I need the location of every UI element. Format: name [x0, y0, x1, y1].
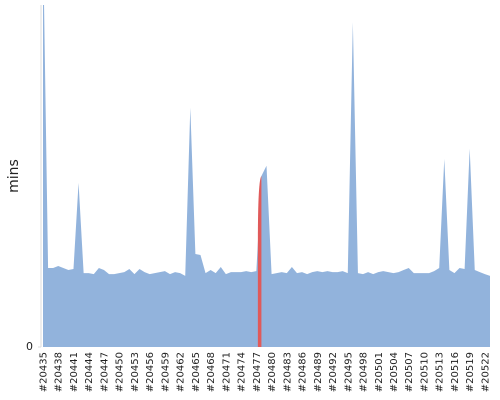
x-tick-label: #20435 — [39, 352, 50, 392]
x-tick-label: #20447 — [99, 352, 110, 392]
x-tick-label: #20480 — [267, 352, 278, 392]
x-tick-label: #20504 — [389, 352, 400, 392]
y-axis-label: mins — [6, 159, 22, 193]
x-tick-label: #20465 — [191, 352, 202, 392]
x-tick-label: #20483 — [282, 352, 293, 392]
x-tick-label: #20471 — [221, 352, 232, 392]
x-tick-label: #20477 — [252, 352, 263, 392]
x-tick-label: #20486 — [298, 352, 309, 392]
x-tick-label: #20513 — [435, 352, 446, 392]
x-tick-label: #20495 — [343, 352, 354, 392]
x-tick-label: #20474 — [237, 352, 248, 392]
x-tick-label: #20441 — [69, 352, 80, 392]
x-tick-label: #20510 — [419, 352, 430, 392]
x-tick-label: #20498 — [359, 352, 370, 392]
x-tick-label: #20444 — [84, 352, 95, 392]
x-tick-label: #20462 — [176, 352, 187, 392]
x-tick-label: #20459 — [160, 352, 171, 392]
x-tick-label: #20468 — [206, 352, 217, 392]
x-tick-label: #20456 — [145, 352, 156, 392]
x-tick-label: #20489 — [313, 352, 324, 392]
x-tick-label: #20450 — [115, 352, 126, 392]
x-tick-label: #20438 — [54, 352, 65, 392]
x-tick-label: #20522 — [480, 352, 491, 392]
highlight — [257, 176, 262, 347]
x-tick-label: #20519 — [465, 352, 476, 392]
y-tick-label: 0 — [26, 340, 33, 353]
area — [43, 5, 490, 347]
x-tick-label: #20492 — [328, 352, 339, 392]
x-tick-label: #20501 — [374, 352, 385, 392]
x-tick-label: #20453 — [130, 352, 141, 392]
x-tick-label: #20516 — [450, 352, 461, 392]
x-tick-label: #20507 — [404, 352, 415, 392]
